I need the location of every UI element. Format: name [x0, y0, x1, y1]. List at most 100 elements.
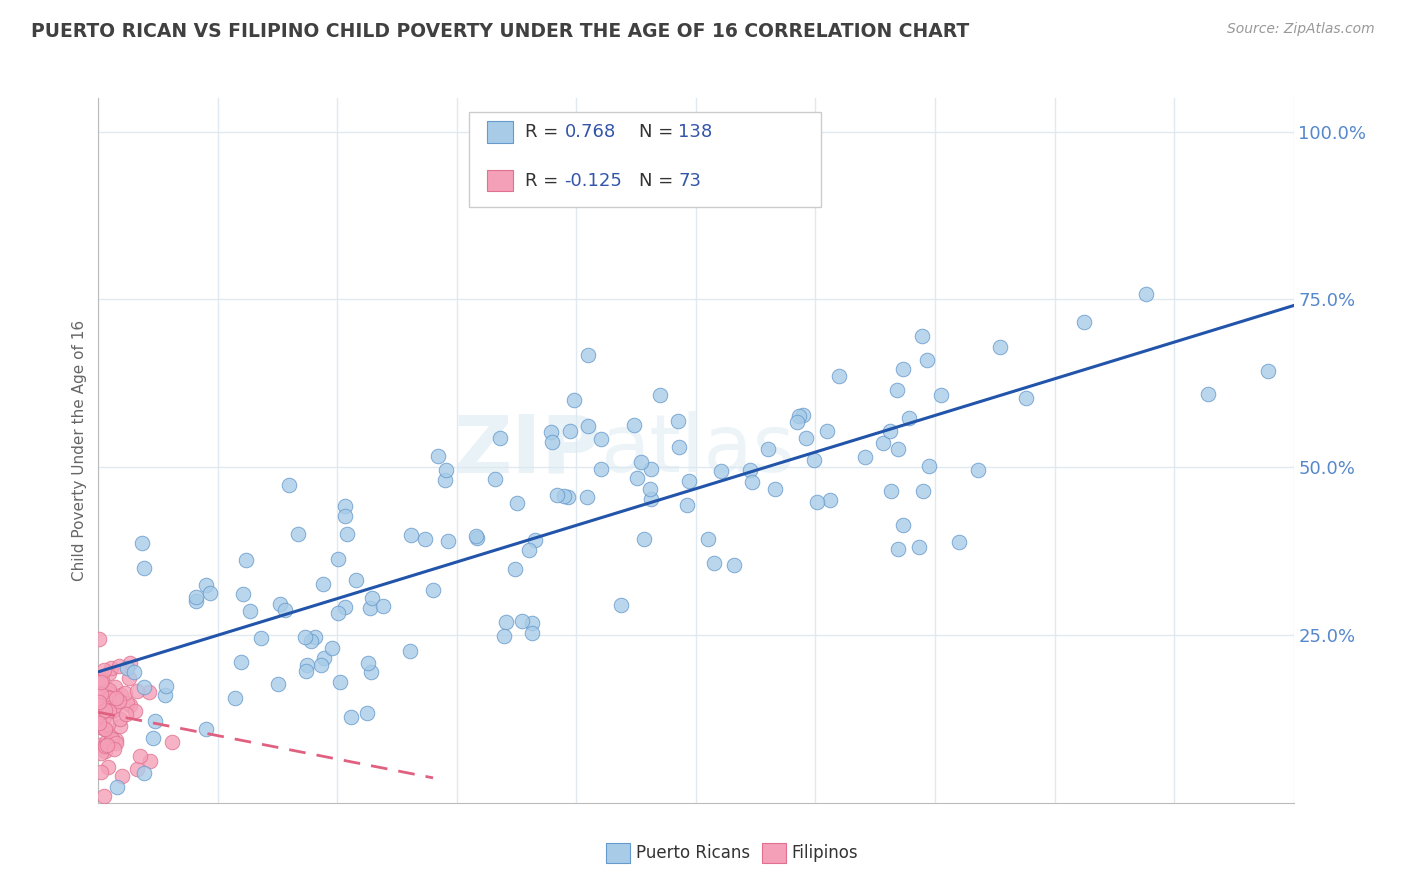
Point	[87, 715, 110, 730]
Point	[104, 732, 127, 747]
Text: Filipinos: Filipinos	[792, 844, 858, 862]
Point	[90, 673, 112, 687]
Point	[356, 706, 378, 720]
Point	[887, 542, 910, 557]
Bar	[486, 121, 513, 143]
Point	[512, 614, 534, 628]
Point	[132, 765, 155, 780]
Point	[96, 738, 118, 752]
Point	[1135, 287, 1157, 301]
Point	[908, 540, 931, 554]
Point	[738, 463, 761, 477]
Point	[633, 532, 655, 546]
Text: 73: 73	[678, 171, 702, 190]
Point	[360, 665, 382, 680]
Point	[988, 340, 1011, 354]
Point	[132, 680, 155, 694]
Point	[107, 659, 129, 673]
Point	[786, 415, 808, 429]
Point	[115, 696, 138, 710]
Point	[340, 710, 363, 724]
Point	[371, 599, 394, 613]
Point	[93, 663, 115, 677]
Point	[267, 677, 290, 691]
Point	[87, 698, 110, 713]
Point	[103, 702, 125, 716]
Point	[97, 690, 120, 704]
Point	[87, 694, 110, 708]
FancyBboxPatch shape	[470, 112, 821, 207]
Point	[640, 461, 662, 475]
Point	[118, 656, 141, 670]
Point	[886, 383, 908, 397]
Text: ZIP: ZIP	[453, 411, 600, 490]
Point	[361, 591, 384, 606]
Point	[129, 748, 152, 763]
Point	[94, 703, 117, 717]
Point	[321, 641, 343, 656]
Text: N =: N =	[638, 171, 679, 190]
Point	[520, 626, 543, 640]
Point	[589, 432, 612, 446]
Point	[105, 690, 128, 705]
Point	[815, 424, 838, 438]
Point	[803, 453, 825, 467]
Point	[891, 362, 914, 376]
Point	[107, 694, 129, 708]
Point	[103, 742, 125, 756]
Point	[696, 532, 718, 546]
Bar	[486, 170, 513, 191]
Point	[142, 731, 165, 745]
Point	[132, 561, 155, 575]
Point	[89, 632, 111, 646]
Point	[828, 368, 851, 383]
Point	[111, 769, 134, 783]
Point	[108, 712, 131, 726]
Point	[110, 688, 132, 702]
Point	[880, 483, 903, 498]
Bar	[606, 843, 630, 863]
Point	[610, 598, 633, 612]
Point	[912, 484, 935, 499]
Point	[546, 487, 568, 501]
Point	[623, 417, 645, 432]
Point	[195, 578, 218, 592]
Point	[898, 410, 921, 425]
Point	[89, 713, 111, 727]
Point	[787, 409, 810, 423]
Point	[437, 534, 460, 549]
Point	[105, 736, 128, 750]
Point	[336, 527, 359, 541]
Point	[90, 765, 112, 780]
Point	[506, 496, 529, 510]
Point	[153, 689, 176, 703]
Point	[1015, 391, 1038, 405]
Point	[929, 388, 952, 402]
Point	[114, 706, 136, 721]
Point	[94, 722, 117, 736]
Point	[505, 562, 527, 576]
Point	[98, 686, 121, 700]
Point	[97, 666, 120, 681]
Point	[359, 601, 381, 615]
Point	[143, 714, 166, 728]
Point	[269, 597, 291, 611]
Point	[967, 462, 990, 476]
Text: PUERTO RICAN VS FILIPINO CHILD POVERTY UNDER THE AGE OF 16 CORRELATION CHART: PUERTO RICAN VS FILIPINO CHILD POVERTY U…	[31, 22, 969, 41]
Point	[575, 490, 598, 504]
Point	[295, 658, 318, 673]
Point	[540, 425, 562, 439]
Point	[96, 717, 118, 731]
Point	[640, 491, 662, 506]
Point	[794, 431, 817, 445]
Point	[723, 558, 745, 572]
Point	[312, 577, 335, 591]
Point	[710, 464, 733, 478]
Point	[703, 557, 725, 571]
Point	[93, 789, 115, 803]
Point	[184, 590, 207, 604]
Point	[1197, 387, 1219, 401]
Point	[235, 553, 257, 567]
Point	[287, 526, 309, 541]
Text: Puerto Ricans: Puerto Ricans	[637, 844, 751, 862]
